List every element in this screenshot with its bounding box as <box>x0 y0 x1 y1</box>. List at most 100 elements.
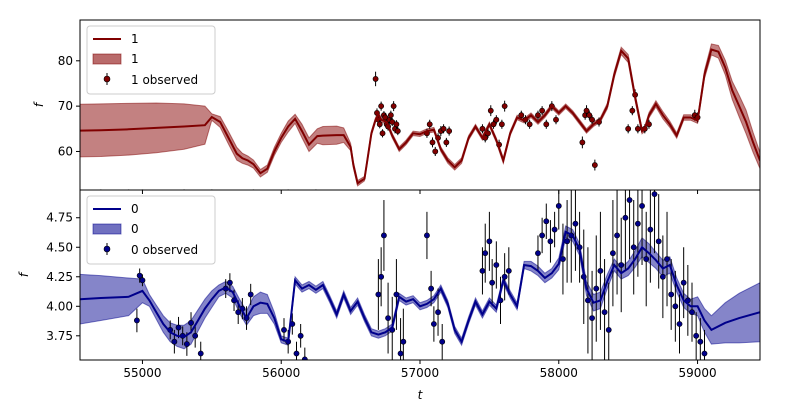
bottom-observed-marker <box>175 324 182 331</box>
bottom-observed-marker <box>555 203 562 209</box>
bottom-observed-point <box>647 190 654 283</box>
top-observed-point <box>379 129 386 138</box>
bottom-x-tick-label: 59000 <box>678 366 716 380</box>
bottom-observed-point <box>609 200 616 307</box>
top-observed-point <box>498 119 505 129</box>
bottom-observed-point <box>293 341 300 360</box>
top-legend: 1 1 1 observed <box>86 25 216 95</box>
top-observed-point <box>518 110 525 120</box>
bottom-observed-point <box>133 308 140 333</box>
top-observed-point <box>501 100 508 112</box>
top-legend-line-label: 1 <box>131 32 139 46</box>
bottom-observed-marker <box>651 191 658 198</box>
top-observed-point <box>372 71 379 87</box>
bottom-observed-point <box>397 318 404 360</box>
top-observed-marker <box>518 112 525 119</box>
top-observed-marker <box>429 139 436 146</box>
bottom-observed-point <box>486 211 493 271</box>
bottom-observed-point <box>393 259 400 330</box>
bottom-observed-marker <box>293 350 300 357</box>
bottom-observed-point <box>543 203 550 239</box>
top-observed-point <box>553 115 559 125</box>
top-legend-band-label: 1 <box>131 52 139 66</box>
bottom-observed-marker <box>381 232 387 239</box>
bottom-legend-line-label: 0 <box>131 202 139 216</box>
top-observed-marker <box>493 116 500 123</box>
bottom-observed-marker <box>647 226 654 233</box>
top-y-tick-label: 70 <box>58 99 73 113</box>
bottom-observed-point <box>505 247 512 295</box>
bottom-observed-points <box>133 190 708 360</box>
bottom-y-tick-label: 4.75 <box>46 211 73 225</box>
top-observed-marker <box>440 125 447 132</box>
bottom-y-tick-label: 4.50 <box>46 240 73 254</box>
bottom-observed-marker <box>639 203 645 209</box>
bottom-observed-point <box>655 194 662 289</box>
bottom-observed-point <box>439 323 446 360</box>
bottom-observed-marker <box>693 332 700 339</box>
bottom-observed-point <box>651 190 658 254</box>
bottom-observed-marker <box>479 267 486 274</box>
bottom-observed-point <box>689 282 695 342</box>
bottom-observed-marker <box>634 220 641 227</box>
bottom-observed-marker <box>535 250 541 257</box>
bottom-observed-marker <box>493 262 500 268</box>
bottom-observed-marker <box>489 279 496 286</box>
bottom-observed-marker <box>139 277 146 284</box>
top-observed-marker <box>579 139 586 146</box>
bottom-observed-marker <box>593 285 600 292</box>
bottom-observed-point <box>247 283 254 306</box>
top-observed-point <box>539 106 546 116</box>
bottom-observed-point <box>501 253 508 301</box>
bottom-observed-marker <box>564 238 571 245</box>
bottom-observed-point <box>424 211 430 260</box>
top-observed-point <box>393 120 400 129</box>
bottom-observed-marker <box>197 350 204 357</box>
top-observed-marker <box>591 162 598 168</box>
bottom-observed-marker <box>655 238 662 245</box>
top-observed-point <box>394 126 401 136</box>
bottom-observed-marker <box>378 273 385 280</box>
bottom-observed-point <box>489 259 496 307</box>
bottom-observed-point <box>301 347 308 360</box>
bottom-observed-marker <box>235 309 242 316</box>
top-observed-marker <box>393 121 400 128</box>
bottom-observed-point <box>572 190 579 271</box>
bottom-observed-point <box>585 247 591 354</box>
bottom-observed-marker <box>430 321 437 327</box>
top-observed-point <box>625 124 632 134</box>
bottom-observed-marker <box>601 309 608 316</box>
bottom-observed-point <box>697 318 704 360</box>
top-y-tick-label: 80 <box>58 54 73 68</box>
bottom-observed-marker <box>183 341 190 347</box>
bottom-observed-marker <box>680 279 687 286</box>
top-observed-marker <box>501 103 508 110</box>
top-observed-marker <box>634 125 641 132</box>
bottom-observed-point <box>639 190 645 265</box>
bottom-observed-point <box>192 323 199 348</box>
top-legend-observed-swatch <box>103 73 111 85</box>
bottom-observed-marker <box>697 338 704 345</box>
x-axis-label: t <box>418 388 424 400</box>
bottom-observed-point <box>400 308 407 360</box>
bottom-observed-marker <box>247 291 254 298</box>
bottom-observed-point <box>281 318 287 342</box>
bottom-observed-marker <box>171 338 178 345</box>
bottom-observed-marker <box>397 350 404 357</box>
bottom-observed-marker <box>428 285 435 292</box>
bottom-observed-marker <box>501 273 508 280</box>
bottom-y-ticks: 3.75 4.00 4.25 4.50 4.75 <box>46 211 80 343</box>
bottom-y-axis-label: f <box>17 271 31 277</box>
bottom-observed-marker <box>630 244 637 251</box>
top-observed-marker <box>443 139 450 146</box>
top-observed-marker <box>543 121 550 128</box>
top-observed-marker <box>390 103 397 110</box>
bottom-observed-point <box>430 306 437 342</box>
bottom-observed-point <box>597 211 604 330</box>
top-observed-marker <box>426 121 433 128</box>
bottom-observed-point <box>139 274 146 287</box>
top-observed-point <box>440 124 447 134</box>
bottom-observed-point <box>539 217 546 254</box>
bottom-observed-marker <box>400 338 407 345</box>
bottom-observed-marker <box>605 326 612 333</box>
